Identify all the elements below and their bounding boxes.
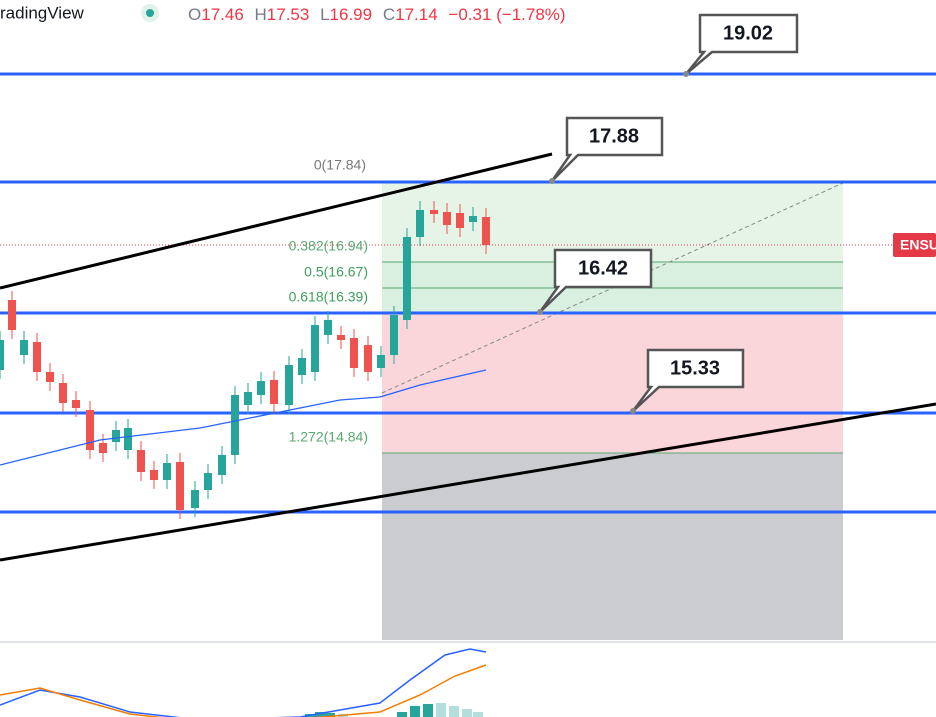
- change: −0.31 (−1.78%): [448, 5, 565, 24]
- candle-body: [270, 380, 278, 404]
- histogram: [305, 703, 483, 717]
- candle-body: [20, 340, 28, 355]
- symbol-tag: [893, 233, 936, 257]
- callout-text: 16.42: [578, 257, 628, 279]
- callout-box: [632, 348, 745, 412]
- status-dot: [146, 9, 154, 17]
- brand: radingView: [0, 3, 85, 22]
- candle-body: [324, 320, 332, 335]
- callout-box: [550, 116, 664, 182]
- candle-body: [285, 365, 293, 405]
- ohlc-value: 17.53: [267, 5, 310, 24]
- callout-box: [538, 248, 653, 313]
- candle-body: [456, 213, 464, 228]
- candle-body: [337, 335, 345, 340]
- header-bg: [0, 0, 620, 30]
- extension-zone: [382, 453, 843, 640]
- candle-body: [46, 372, 54, 382]
- callout: 19.02: [683, 13, 799, 77]
- ohlc-key: H: [255, 5, 267, 24]
- candle-body: [416, 210, 424, 237]
- ohlc: O17.46 H17.53 L16.99 C17.14 −0.31 (−1.78…: [188, 5, 566, 24]
- macd-line: [0, 648, 487, 717]
- candle-body: [150, 470, 158, 480]
- ohlc-value: 17.46: [201, 5, 244, 24]
- hist-bar: [449, 706, 459, 717]
- hist-bar: [410, 706, 420, 717]
- candle-body: [218, 455, 226, 475]
- anchor: [537, 309, 543, 315]
- fib-label: 1.272(14.84): [289, 429, 368, 445]
- candle-body: [311, 325, 319, 372]
- candle-body: [377, 355, 385, 368]
- ohlc-value: 17.14: [395, 5, 438, 24]
- ohlc-key: C: [383, 5, 395, 24]
- anchor: [549, 178, 555, 184]
- fib-label: 0.5(16.67): [304, 264, 368, 280]
- fib-label: 0.382(16.94): [289, 238, 368, 254]
- candle-body: [257, 381, 265, 395]
- candle-body: [443, 212, 451, 225]
- candle-body: [482, 217, 490, 245]
- callout: 17.88: [549, 116, 664, 184]
- callout-text: 17.88: [589, 125, 639, 147]
- anchor: [630, 408, 636, 414]
- candle-body: [86, 410, 94, 450]
- ohlc-key: L: [320, 5, 329, 24]
- callout: 15.33: [630, 348, 745, 414]
- candle-body: [469, 216, 477, 222]
- candle-body: [8, 300, 16, 330]
- candle-body: [244, 392, 252, 405]
- candle-body: [176, 462, 184, 510]
- moving-average: [0, 369, 487, 466]
- hist-bar: [315, 712, 325, 717]
- callout-text: 15.33: [670, 357, 720, 379]
- candle-body: [390, 315, 398, 355]
- candle-body: [163, 463, 171, 480]
- candle-body: [350, 338, 358, 368]
- candle-body: [33, 342, 41, 372]
- candle-body: [72, 400, 80, 408]
- candle-body: [298, 358, 306, 375]
- hist-bar: [462, 709, 472, 717]
- signal-line: [0, 664, 487, 717]
- candle-body: [403, 237, 411, 320]
- loss-zone: [382, 313, 843, 453]
- candle-body: [204, 473, 212, 490]
- callout: 16.42: [537, 248, 653, 315]
- levels: [0, 72, 936, 514]
- fib-label: 0(17.84): [314, 157, 366, 173]
- callout-text: 19.02: [723, 22, 773, 44]
- candle-body: [112, 430, 120, 442]
- candle-body: [430, 210, 438, 214]
- candle-body: [0, 340, 4, 370]
- channel-bottom: [0, 402, 936, 562]
- channel-top: [0, 152, 553, 290]
- candle-body: [99, 443, 107, 453]
- candles: [0, 201, 490, 519]
- candle-body: [231, 395, 239, 455]
- hist-bar: [423, 704, 433, 717]
- anchor: [683, 71, 689, 77]
- ohlc-key: O: [188, 5, 201, 24]
- candle-body: [191, 490, 199, 508]
- fib-label: 0.618(16.39): [289, 289, 368, 305]
- hist-bar: [325, 713, 335, 717]
- candle-body: [364, 345, 372, 372]
- hist-bar: [397, 712, 407, 717]
- candle-body: [59, 383, 67, 403]
- ohlc-value: 16.99: [330, 5, 373, 24]
- candle-body: [124, 428, 132, 450]
- hist-bar: [473, 712, 483, 717]
- candle-body: [137, 450, 145, 472]
- callout-box: [685, 13, 799, 75]
- hist-bar: [436, 703, 446, 717]
- symbol-tag-text: ENSU: [900, 237, 936, 253]
